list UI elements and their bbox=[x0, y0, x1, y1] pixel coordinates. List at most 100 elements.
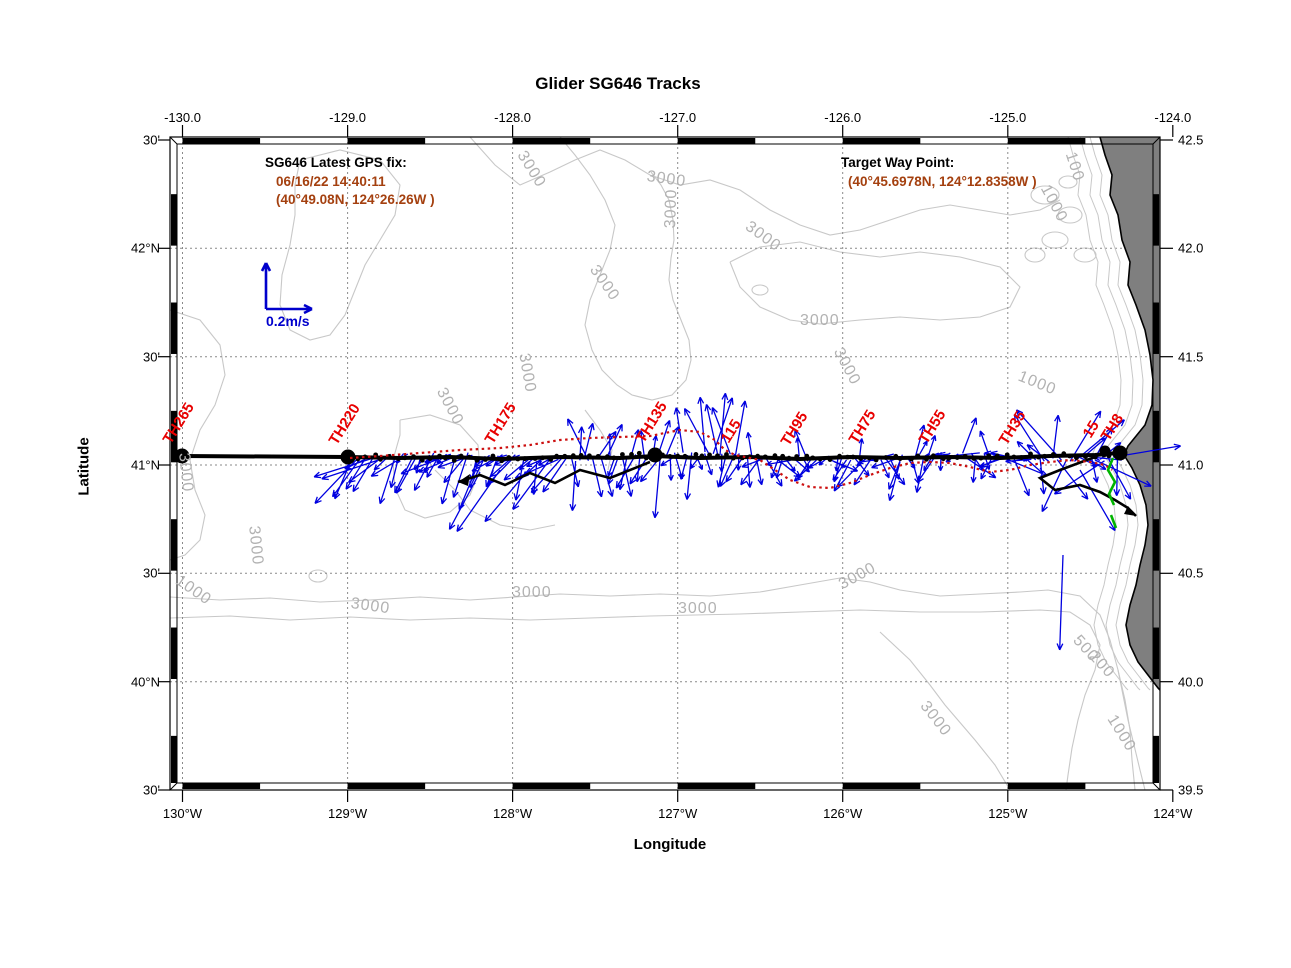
dive-fix-dot bbox=[1004, 452, 1010, 458]
dive-fix-dot bbox=[1042, 453, 1047, 459]
dive-fix-dot bbox=[837, 453, 842, 459]
border-stripe bbox=[512, 138, 591, 144]
border-stripe bbox=[182, 138, 261, 144]
dive-fix-dot bbox=[827, 457, 833, 462]
border-miter bbox=[169, 782, 178, 791]
dive-fix-dot bbox=[604, 454, 610, 460]
dive-fix-dot bbox=[1073, 455, 1079, 461]
border-stripe bbox=[1153, 735, 1159, 783]
waypoint-dot bbox=[647, 447, 663, 463]
bathymetry-contour bbox=[879, 631, 1011, 791]
waypoint-dot bbox=[340, 449, 356, 465]
dive-fix-dot bbox=[611, 455, 617, 461]
bathymetry-contour-ring bbox=[1057, 206, 1083, 224]
dive-fix-dot bbox=[915, 453, 921, 459]
dive-fix-dot bbox=[730, 455, 736, 461]
left-tick-label: 30' bbox=[143, 782, 160, 798]
dive-fix-dot bbox=[971, 456, 977, 461]
dive-fix-dot bbox=[540, 455, 546, 461]
border-stripe bbox=[512, 783, 591, 789]
border-stripe bbox=[1153, 519, 1159, 571]
dive-fix-dot bbox=[1092, 454, 1098, 460]
border-stripe bbox=[677, 138, 756, 144]
contour-label: 3000 bbox=[800, 312, 840, 329]
right-tick-label: 41.0 bbox=[1178, 457, 1204, 473]
border-stripe bbox=[171, 194, 177, 246]
bathymetry-contour-ring bbox=[1024, 247, 1046, 263]
dive-fix-dot bbox=[762, 454, 768, 460]
dive-fix-dot bbox=[629, 452, 634, 457]
dive-fix-dot bbox=[1036, 454, 1041, 460]
dive-fix-dot bbox=[437, 453, 442, 459]
gps-fix-title: SG646 Latest GPS fix: bbox=[265, 155, 407, 170]
dive-fix-dot bbox=[578, 453, 584, 458]
contour-label: 3000 bbox=[678, 600, 718, 617]
dive-fix-dot bbox=[699, 453, 705, 459]
dive-fix-dot bbox=[986, 453, 992, 459]
dive-fix-dot bbox=[570, 453, 576, 459]
dive-fix-dot bbox=[845, 454, 850, 460]
dive-fix-dot bbox=[1028, 451, 1033, 457]
dive-fix-dot bbox=[427, 456, 433, 461]
border-stripe bbox=[677, 783, 756, 789]
bathymetry-contour-ring bbox=[751, 284, 769, 296]
bathymetry-contour bbox=[729, 241, 1021, 325]
border-stripe bbox=[1007, 783, 1086, 789]
bottom-tick-label: 126°W bbox=[823, 806, 863, 821]
dive-fix-dot bbox=[858, 456, 864, 461]
left-tick-label: 41°N bbox=[130, 457, 160, 473]
velocity-scale-label: 0.2m/s bbox=[266, 313, 310, 329]
left-tick-label: 30' bbox=[143, 132, 160, 148]
map-border-inner bbox=[176, 143, 1154, 784]
top-tick-label: -129.0 bbox=[329, 110, 367, 125]
top-tick-label: -127.0 bbox=[659, 110, 697, 125]
bathymetry-contour bbox=[434, 469, 556, 531]
bathymetry-contour-ring bbox=[1030, 185, 1060, 205]
top-tick-label: -130.0 bbox=[164, 110, 201, 125]
dive-fix-dot bbox=[941, 456, 946, 462]
dive-fix-dot bbox=[532, 456, 538, 461]
top-tick-label: -125.0 bbox=[989, 110, 1027, 125]
border-stripe bbox=[1153, 302, 1159, 354]
right-tick-label: 40.5 bbox=[1178, 565, 1204, 581]
border-stripe bbox=[842, 783, 921, 789]
dive-fix-dot bbox=[930, 453, 936, 459]
recovery-mark bbox=[1106, 457, 1117, 506]
dive-fix-dot bbox=[780, 453, 786, 459]
bottom-tick-label: 128°W bbox=[493, 806, 533, 821]
dive-fix-dot bbox=[866, 455, 872, 461]
land-mass bbox=[1100, 137, 1160, 690]
dive-fix-dot bbox=[954, 455, 960, 460]
dive-fix-dot bbox=[794, 454, 800, 459]
dive-fix-dot bbox=[873, 457, 879, 463]
contour-label: 3000 bbox=[662, 188, 681, 229]
dive-fix-dot bbox=[675, 453, 681, 459]
dive-fix-dot bbox=[755, 453, 761, 459]
dive-fix-dot bbox=[636, 450, 642, 456]
dive-fix-dot bbox=[804, 453, 810, 459]
dive-fix-dot bbox=[499, 458, 505, 464]
glider-track-coastal bbox=[1037, 455, 1137, 517]
dive-fix-dot bbox=[483, 457, 488, 462]
border-stripe bbox=[347, 138, 426, 144]
current-vector-field bbox=[313, 392, 1181, 651]
border-stripe bbox=[171, 627, 177, 679]
dive-fix-dot bbox=[715, 453, 720, 459]
gps-fix-coords: (40°49.08N, 124°26.26W ) bbox=[276, 192, 435, 207]
dive-fix-dot bbox=[396, 456, 401, 462]
dive-fix-dot bbox=[643, 455, 649, 461]
left-tick-label: 42°N bbox=[130, 240, 160, 256]
velocity-scale-arrow bbox=[260, 262, 313, 315]
dive-fix-dot bbox=[1050, 452, 1056, 457]
y-axis-label: Latitude bbox=[75, 437, 93, 496]
dive-fix-dot bbox=[587, 453, 592, 459]
right-tick-label: 40.0 bbox=[1178, 674, 1204, 690]
dive-fix-dot bbox=[897, 456, 903, 461]
dive-fix-dot bbox=[466, 454, 472, 460]
dive-fix-dot bbox=[419, 457, 425, 463]
bathymetry-contour bbox=[584, 409, 613, 471]
bathymetry-contour bbox=[1117, 669, 1146, 791]
dive-fix-dot bbox=[682, 453, 688, 459]
dive-fix-dot bbox=[810, 455, 816, 461]
dive-fix-dot bbox=[994, 453, 1000, 459]
